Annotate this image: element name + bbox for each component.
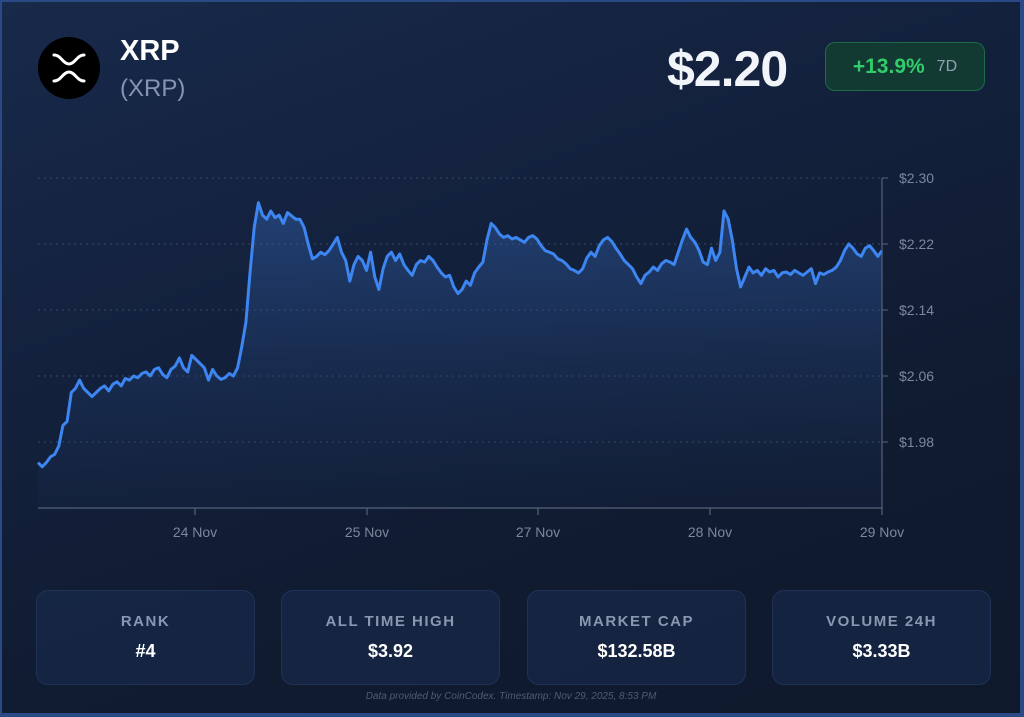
stat-label: VOLUME 24H — [826, 613, 937, 630]
svg-text:28 Nov: 28 Nov — [688, 524, 732, 540]
stat-label: ALL TIME HIGH — [325, 613, 456, 630]
stats-row: RANK #4 ALL TIME HIGH $3.92 MARKET CAP $… — [36, 590, 993, 686]
stat-value: $3.33B — [852, 641, 911, 661]
price-chart: $2.30 $2.22 $2.14 $2.06 $1.98 24 Nov 25 Nov 27… — [36, 170, 934, 540]
stat-value: $132.58B — [597, 641, 676, 661]
stat-label: RANK — [120, 613, 171, 630]
change-percent: +13.9% — [852, 54, 925, 78]
stat-value: #4 — [135, 641, 156, 661]
svg-text:$2.06: $2.06 — [899, 368, 934, 384]
stat-card-all-time-high: ALL TIME HIGH $3.92 — [281, 590, 500, 685]
stat-value: $3.92 — [367, 641, 414, 661]
stat-card-market-cap: MARKET CAP $132.58B — [527, 590, 746, 685]
svg-text:$1.98: $1.98 — [899, 434, 934, 450]
data-source-footer: Data provided by CoinCodex. Timestamp: N… — [365, 691, 657, 702]
svg-text:$2.14: $2.14 — [899, 302, 934, 318]
stat-card-volume-24h: VOLUME 24H $3.33B — [772, 590, 991, 685]
xrp-logo-icon — [38, 37, 100, 99]
current-price: $2.20 — [667, 41, 788, 97]
coin-name: XRP — [120, 35, 180, 67]
price-line — [36, 201, 884, 469]
y-axis-labels: $2.30 $2.22 $2.14 $2.06 $1.98 — [899, 170, 934, 450]
svg-text:$2.30: $2.30 — [899, 170, 934, 186]
change-period: 7D — [936, 57, 958, 75]
chart-axes — [38, 178, 883, 515]
svg-text:25 Nov: 25 Nov — [345, 524, 389, 540]
price-area-fill — [38, 202, 882, 508]
stat-card-rank: RANK #4 — [36, 590, 255, 685]
svg-text:$2.22: $2.22 — [899, 236, 934, 252]
x-axis-labels: 24 Nov 25 Nov 27 Nov 28 Nov 29 Nov — [173, 524, 904, 540]
price-change-badge: +13.9% 7D — [825, 42, 985, 91]
stat-label: MARKET CAP — [579, 613, 694, 630]
coin-symbol: (XRP) — [120, 75, 186, 102]
svg-text:24 Nov: 24 Nov — [173, 524, 217, 540]
svg-text:29 Nov: 29 Nov — [860, 524, 904, 540]
svg-text:27 Nov: 27 Nov — [516, 524, 560, 540]
